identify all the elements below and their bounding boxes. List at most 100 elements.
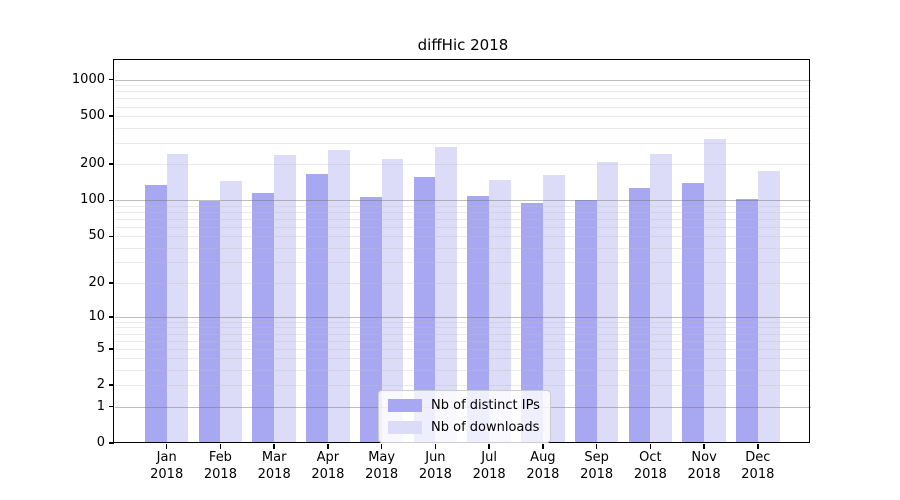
bar-ips-jun [413,177,436,443]
x-tick [757,443,759,449]
y-tick-label: 20 [88,274,105,290]
x-tick [488,443,490,449]
minor-gridline [115,321,811,323]
bar-ips-aug [521,203,543,443]
bar-downloads-nov [704,138,726,443]
bar-downloads-jun [435,147,458,443]
minor-gridline [115,211,811,213]
major-gridline [115,316,811,318]
minor-gridline [115,370,811,372]
x-tick [380,443,383,449]
bar-downloads-jan [166,154,189,443]
y-tick [109,316,114,318]
x-tick [703,443,705,449]
minor-gridline [115,282,811,284]
x-tick-label: Oct 2018 [633,450,667,482]
minor-gridline [115,164,811,166]
legend-swatch-downloads [388,421,422,434]
x-tick [649,443,652,449]
legend: Nb of distinct IPs Nb of downloads [378,390,551,443]
minor-gridline [115,106,811,108]
x-tick-label: Aug 2018 [526,450,560,482]
bar-ips-dec [736,198,758,443]
minor-gridline [115,358,811,360]
minor-gridline [115,236,811,238]
minor-gridline [115,333,811,335]
y-tick-label: 100 [80,192,105,208]
legend-item-distinct-ips: Nb of distinct IPs [388,396,540,415]
x-tick [542,443,544,449]
minor-gridline [115,127,811,129]
x-tick [165,443,168,449]
x-tick [595,443,598,449]
major-gridline [115,79,811,81]
y-tick [109,235,114,237]
minor-gridline [115,116,811,118]
legend-item-downloads: Nb of downloads [388,418,540,437]
bar-downloads-dec [757,170,780,443]
bar-ips-oct [628,188,651,443]
bar-ips-may [359,196,382,443]
minor-gridline [115,142,811,144]
minor-gridline [115,262,811,264]
x-tick-label: Feb 2018 [203,450,237,482]
y-tick-label: 5 [96,340,105,356]
minor-gridline [115,205,811,207]
bar-downloads-feb [220,181,243,443]
x-tick-label: May 2018 [365,450,399,482]
bar-downloads-apr [327,149,350,443]
y-tick-label: 200 [80,156,105,172]
major-gridline [115,200,811,202]
x-tick-label: Dec 2018 [741,450,775,482]
x-tick [273,443,275,449]
y-tick-label: 50 [88,228,105,244]
legend-label-distinct-ips: Nb of distinct IPs [431,398,540,413]
y-tick [109,115,114,117]
minor-gridline [115,340,811,342]
minor-gridline [115,226,811,228]
bar-ips-mar [252,193,275,443]
x-tick-label: Sep 2018 [580,450,614,482]
y-tick-label: 10 [88,308,105,324]
minor-gridline [115,327,811,329]
x-tick-label: Jul 2018 [472,450,506,482]
y-tick-label: 500 [80,108,105,124]
x-tick [327,443,329,449]
x-tick-label: Nov 2018 [687,450,721,482]
y-tick [109,348,114,350]
y-tick [109,282,114,284]
minor-gridline [115,98,811,100]
y-tick-label: 2 [96,377,105,393]
y-tick [109,78,114,81]
x-tick [434,443,437,449]
bar-downloads-aug [542,174,565,443]
bar-downloads-jul [489,179,511,443]
y-tick [109,199,114,202]
y-tick [109,442,114,444]
bar-ips-jul [467,196,490,443]
legend-swatch-distinct-ips [388,399,422,412]
bar-ips-jan [145,184,167,443]
bar-ips-sep [574,200,597,443]
x-tick-label: Mar 2018 [257,450,291,482]
x-tick [219,443,222,449]
x-tick-label: Jan 2018 [150,450,184,482]
minor-gridline [115,348,811,350]
x-tick-label: Jun 2018 [418,450,452,482]
minor-gridline [115,385,811,387]
chart-title: diffHic 2018 [417,36,509,54]
y-tick-label: 1 [96,398,105,414]
minor-gridline [115,247,811,249]
y-tick [109,163,114,165]
y-tick [109,384,114,386]
bar-downloads-sep [596,162,619,443]
bar-ips-nov [682,182,705,443]
minor-gridline [115,91,811,93]
y-tick-label: 1000 [71,71,105,87]
minor-gridline [115,218,811,220]
bar-ips-apr [306,173,328,443]
bar-downloads-may [381,159,404,443]
